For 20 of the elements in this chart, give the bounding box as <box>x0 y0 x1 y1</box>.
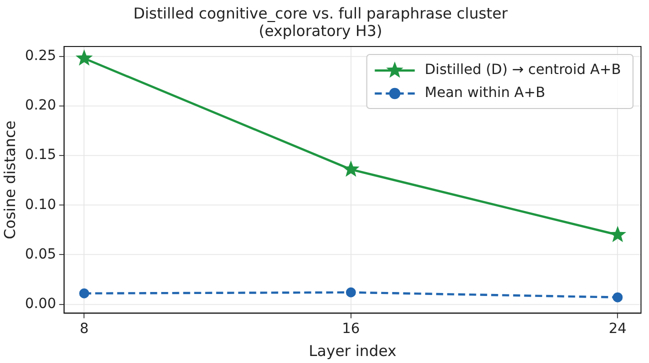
y-tick-label: 0.25 <box>25 48 56 64</box>
point <box>609 226 626 242</box>
y-tick-label: 0.05 <box>25 246 56 262</box>
y-tick-label: 0.00 <box>25 296 56 312</box>
x-tick-label: 24 <box>608 321 627 338</box>
x-tick-label: 8 <box>80 321 89 338</box>
y-tick-label: 0.10 <box>25 196 56 213</box>
point <box>342 160 360 177</box>
y-tick-label: 0.20 <box>25 98 56 114</box>
point <box>76 49 93 66</box>
chart-title: Distilled cognitive_core vs. full paraphrase cluster (exploratory H3) <box>133 4 509 40</box>
legend-label: Mean within A+B <box>424 85 546 102</box>
legend-label: Distilled (D) → centroid A+B <box>424 62 621 78</box>
y-tick-label: 0.15 <box>25 147 56 164</box>
point <box>79 288 90 298</box>
x-tick-label: 16 <box>342 321 360 338</box>
point <box>612 292 623 302</box>
y-axis-title: Cosine distance <box>0 120 19 240</box>
point <box>346 287 356 298</box>
x-axis-title: Layer index <box>308 342 397 360</box>
